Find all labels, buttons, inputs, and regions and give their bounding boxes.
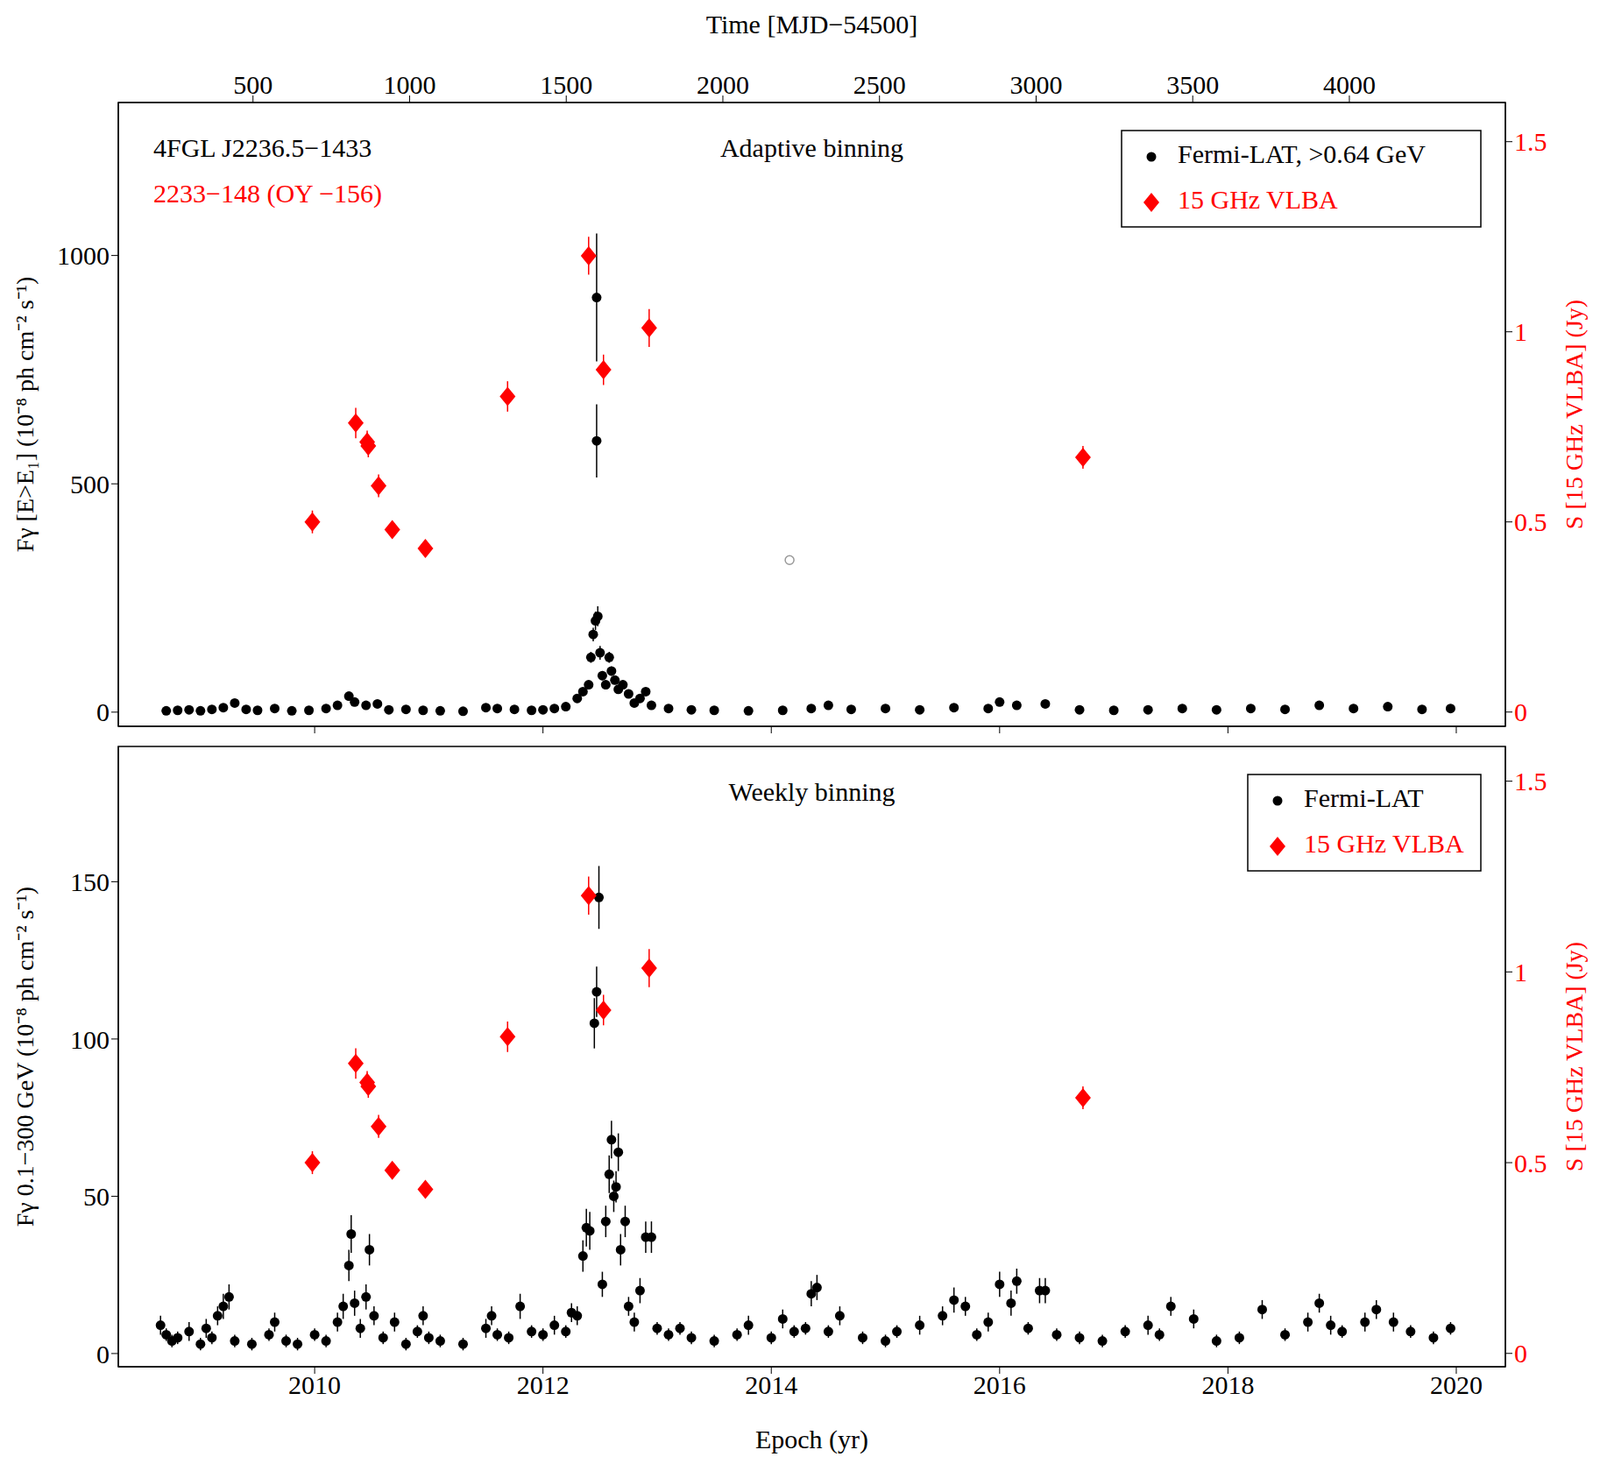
svg-text:50: 50 bbox=[83, 1182, 110, 1211]
svg-text:Fγ 0.1−300 GeV (10⁻⁸ ph cm⁻² s: Fγ 0.1−300 GeV (10⁻⁸ ph cm⁻² s⁻¹) bbox=[11, 886, 39, 1227]
svg-text:2010: 2010 bbox=[288, 1370, 341, 1400]
svg-text:2012: 2012 bbox=[516, 1370, 570, 1400]
svg-text:1500: 1500 bbox=[539, 70, 593, 100]
svg-text:3000: 3000 bbox=[1009, 70, 1062, 100]
svg-text:2014: 2014 bbox=[744, 1370, 798, 1400]
svg-text:500: 500 bbox=[70, 469, 110, 499]
svg-text:1.5: 1.5 bbox=[1514, 127, 1548, 156]
svg-text:2020: 2020 bbox=[1430, 1370, 1483, 1400]
svg-text:Fγ [E>E₁] (10⁻⁸ ph cm⁻² s⁻¹): Fγ [E>E₁] (10⁻⁸ ph cm⁻² s⁻¹) bbox=[11, 276, 39, 553]
svg-text:1: 1 bbox=[1514, 957, 1528, 987]
svg-text:1.5: 1.5 bbox=[1514, 766, 1548, 796]
svg-text:15 GHz VLBA: 15 GHz VLBA bbox=[1303, 828, 1465, 858]
svg-text:2500: 2500 bbox=[853, 70, 907, 100]
svg-text:1: 1 bbox=[1514, 317, 1528, 347]
svg-text:Weekly binning: Weekly binning bbox=[728, 777, 895, 807]
svg-text:0.5: 0.5 bbox=[1514, 1148, 1548, 1178]
svg-text:S [15 GHz VLBA] (Jy): S [15 GHz VLBA] (Jy) bbox=[1560, 299, 1588, 530]
svg-text:3500: 3500 bbox=[1166, 70, 1219, 100]
svg-text:S [15 GHz VLBA] (Jy): S [15 GHz VLBA] (Jy) bbox=[1560, 941, 1588, 1172]
svg-text:2016: 2016 bbox=[973, 1370, 1027, 1400]
svg-text:2233−148 (OY −156): 2233−148 (OY −156) bbox=[153, 178, 383, 209]
svg-text:100: 100 bbox=[70, 1025, 110, 1055]
svg-text:0.5: 0.5 bbox=[1514, 507, 1548, 537]
svg-text:500: 500 bbox=[233, 70, 273, 100]
svg-text:1000: 1000 bbox=[56, 240, 110, 270]
svg-text:150: 150 bbox=[70, 867, 110, 897]
svg-text:0: 0 bbox=[96, 1339, 110, 1369]
svg-text:Time [MJD−54500]: Time [MJD−54500] bbox=[706, 9, 919, 39]
svg-text:15 GHz VLBA: 15 GHz VLBA bbox=[1177, 184, 1339, 214]
svg-text:0: 0 bbox=[1514, 697, 1528, 727]
svg-text:Fermi-LAT, >0.64 GeV: Fermi-LAT, >0.64 GeV bbox=[1177, 139, 1426, 169]
svg-text:1000: 1000 bbox=[382, 70, 436, 100]
svg-text:4000: 4000 bbox=[1323, 70, 1376, 100]
svg-text:Epoch (yr): Epoch (yr) bbox=[755, 1424, 869, 1455]
svg-text:Adaptive binning: Adaptive binning bbox=[720, 133, 904, 163]
svg-text:Fermi-LAT: Fermi-LAT bbox=[1303, 783, 1424, 813]
svg-text:4FGL J2236.5−1433: 4FGL J2236.5−1433 bbox=[153, 133, 372, 163]
svg-text:0: 0 bbox=[96, 697, 110, 727]
svg-text:2018: 2018 bbox=[1201, 1370, 1254, 1400]
svg-text:0: 0 bbox=[1514, 1338, 1528, 1368]
svg-text:2000: 2000 bbox=[696, 70, 750, 100]
